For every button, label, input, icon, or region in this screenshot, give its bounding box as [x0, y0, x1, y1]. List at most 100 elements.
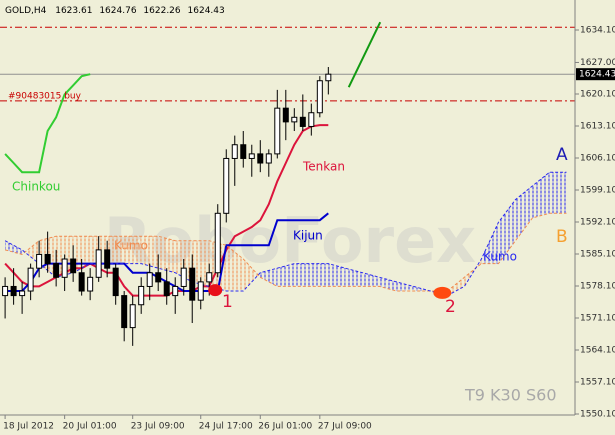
candle-body — [112, 267, 119, 297]
candle-body — [155, 272, 162, 283]
series-label: Chinkou — [12, 180, 60, 194]
y-tick-label: 1550.10 — [580, 409, 615, 419]
cloud-segment — [277, 263, 295, 287]
x-tick-label: 24 Jul 17:00 — [199, 422, 253, 432]
x-tick-label: 23 Jul 09:00 — [131, 422, 185, 432]
candle-body — [274, 107, 281, 155]
settings-label: T9 K30 S60 — [464, 386, 557, 405]
candle-body — [172, 285, 179, 297]
marker — [433, 286, 452, 299]
annotation: 1 — [222, 292, 233, 312]
cloud-segment — [107, 236, 125, 264]
order-label: #90483015 buy — [8, 92, 82, 102]
candle-body — [231, 144, 238, 159]
series-label: Kijun — [293, 229, 323, 243]
last-price-label: 1624.43 — [579, 70, 615, 80]
candle-body — [95, 249, 102, 278]
symbol: GOLD,H4 — [5, 6, 47, 16]
annotation: A — [556, 145, 568, 165]
y-tick-label: 1634.10 — [580, 25, 615, 35]
cloud-line — [4, 171, 567, 297]
cloud-segment — [345, 268, 363, 287]
cloud-segment — [549, 172, 567, 214]
candle-body — [163, 281, 170, 297]
candle-body — [291, 116, 298, 123]
last-price-tag — [576, 68, 615, 81]
candle-body — [138, 285, 145, 306]
header-high: 1624.76 — [99, 6, 136, 16]
x-tick-label: 18 Jul 2012 — [3, 422, 54, 432]
candle-body — [10, 285, 17, 297]
candle-body — [223, 157, 230, 214]
y-tick-label: 1627.00 — [580, 58, 615, 68]
cloud-segment — [328, 263, 346, 287]
cloud-segment — [481, 222, 499, 264]
y-tick-label: 1578.10 — [580, 281, 615, 291]
candle-body — [27, 267, 34, 292]
candle-body — [70, 258, 77, 274]
x-tick-label: 27 Jul 09:00 — [318, 422, 372, 432]
candle-body — [214, 212, 221, 274]
y-tick-label: 1571.10 — [580, 313, 615, 323]
candle-body — [53, 263, 60, 278]
series-label: Kumo — [483, 250, 517, 264]
cloud-segment — [294, 263, 312, 287]
cloud-segment — [311, 263, 329, 287]
y-tick-label: 1585.10 — [580, 249, 615, 259]
cloud-segment — [226, 245, 244, 292]
candle-body — [282, 107, 289, 123]
cloud-segment — [5, 240, 23, 255]
cloud-segment — [141, 236, 159, 269]
candle-body — [78, 272, 85, 292]
candle-body — [19, 290, 26, 297]
cloud-segment — [192, 240, 210, 287]
candle-body — [257, 153, 264, 164]
candle-body — [299, 116, 306, 127]
header-open: 1623.61 — [55, 6, 92, 16]
candle-body — [61, 258, 68, 278]
cloud-segment — [124, 236, 142, 264]
series-label: Kumo — [114, 239, 148, 253]
candle-body — [265, 153, 272, 164]
cloud-segment — [260, 268, 278, 287]
cloud-line — [4, 212, 567, 292]
cloud-segment — [515, 185, 533, 241]
y-tick-label: 1564.10 — [580, 345, 615, 355]
x-tick-label: 26 Jul 01:00 — [258, 422, 312, 432]
candle-body — [240, 144, 247, 159]
candle-body — [308, 112, 315, 127]
candle-body — [197, 281, 204, 301]
y-tick-label: 1592.10 — [580, 217, 615, 227]
x-tick-label: 20 Jul 01:00 — [63, 422, 117, 432]
candle-body — [87, 276, 94, 292]
candle-body — [36, 253, 43, 269]
candle-body — [146, 272, 153, 287]
y-tick-label: 1606.10 — [580, 153, 615, 163]
cloud-segment — [498, 199, 516, 264]
candle-body — [325, 73, 332, 82]
header-close: 1624.43 — [188, 6, 225, 16]
y-tick-label: 1620.10 — [580, 89, 615, 99]
forecast-line — [347, 21, 382, 88]
cloud-segment — [22, 240, 40, 264]
cloud-segment — [243, 259, 261, 292]
y-tick-label: 1613.10 — [580, 121, 615, 131]
cloud-segment — [447, 277, 465, 296]
cloud-segment — [158, 236, 176, 273]
candle-body — [180, 267, 187, 287]
candle-body — [189, 267, 196, 301]
cloud-segment — [532, 172, 550, 218]
candle-body — [104, 249, 111, 269]
y-tick-label: 1557.10 — [580, 377, 615, 387]
annotation: 2 — [445, 297, 456, 317]
y-tick-label: 1599.10 — [580, 185, 615, 195]
cloud-segment — [396, 281, 414, 292]
candle-body — [2, 285, 9, 297]
candle-body — [121, 295, 128, 329]
candle-body — [44, 253, 51, 265]
candle-body — [206, 272, 213, 283]
candle-body — [316, 80, 323, 114]
marker — [208, 284, 223, 297]
